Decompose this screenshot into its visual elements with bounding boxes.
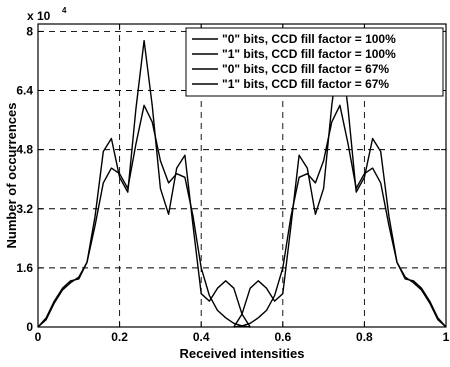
x-tick-label: 0.2 [111,330,128,344]
x-tick-label: 0.6 [274,330,291,344]
x-axis-label: Received intensities [180,346,305,361]
y-tick-label: 8 [26,24,33,38]
series-line-3 [37,104,251,328]
legend-box [185,27,444,97]
y-tick-label: 4.8 [16,143,33,157]
x-tick-label: 0 [35,330,42,344]
plot-frame [37,23,447,328]
legend-entry-label: "1" bits, CCD fill factor = 100% [222,47,396,61]
scale-base-text: x 10 [27,9,51,23]
axis-ticks: 0 0.2 0.4 0.6 0.8 1 0 1.6 3.2 4.8 6.4 8 [16,24,450,344]
y-tick-label: 0 [26,320,33,334]
x-tick-label: 1 [443,330,450,344]
legend-entry-label: "0" bits, CCD fill factor = 67% [222,62,389,76]
x-tick-label: 0.8 [356,330,373,344]
legend: "0" bits, CCD fill factor = 100%"1" bits… [185,27,444,97]
legend-entry-label: "0" bits, CCD fill factor = 100% [222,32,396,46]
y-axis-scale-factor: x 10 4 [27,6,67,23]
x-tick-label: 0.4 [193,330,210,344]
series-lines [37,39,447,328]
y-tick-label: 6.4 [16,84,33,98]
series-line-4 [233,104,447,328]
y-axis-label: Number of occurrences [4,103,19,249]
scale-exponent-text: 4 [62,6,67,15]
y-tick-label: 1.6 [16,261,33,275]
legend-entry-label: "1" bits, CCD fill factor = 67% [222,77,389,91]
y-tick-label: 3.2 [16,202,33,216]
